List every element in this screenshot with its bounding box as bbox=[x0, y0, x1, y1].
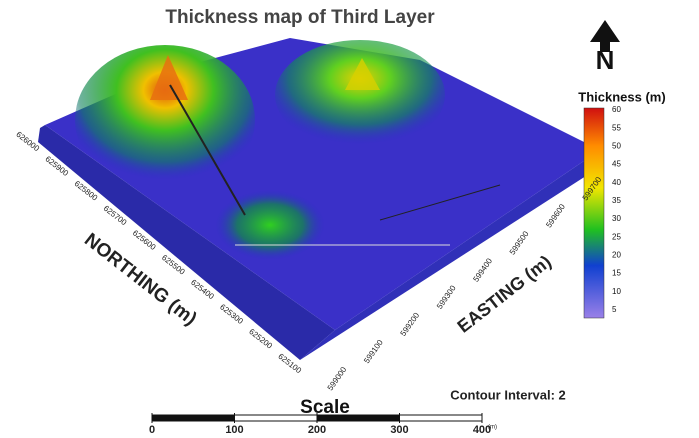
legend-tick: 35 bbox=[612, 196, 621, 205]
legend-tick: 45 bbox=[612, 160, 621, 169]
legend-tick: 20 bbox=[612, 251, 621, 260]
thickness-zone bbox=[215, 190, 325, 260]
title: Thickness map of Third Layer bbox=[165, 7, 435, 28]
scale-label: 100 bbox=[225, 424, 243, 436]
legend-tick: 55 bbox=[612, 123, 621, 132]
scale-segment bbox=[152, 415, 235, 421]
northing-tick: 626000 bbox=[14, 130, 41, 154]
easting-tick: 599600 bbox=[544, 202, 567, 229]
map: Thickness map of Third Layer N Thickness… bbox=[0, 0, 699, 438]
scale-label: 300 bbox=[390, 424, 408, 436]
easting-tick: 599100 bbox=[362, 338, 385, 365]
north-arrow: N bbox=[590, 20, 620, 75]
easting-tick: 599300 bbox=[435, 283, 458, 310]
legend-tick: 50 bbox=[612, 141, 621, 150]
scale-segment bbox=[235, 415, 318, 421]
easting-label: EASTING (m) bbox=[454, 251, 555, 336]
easting-tick: 599000 bbox=[326, 365, 349, 392]
scale-label: 0 bbox=[149, 424, 155, 436]
color-bar bbox=[584, 108, 604, 318]
scale-segment bbox=[400, 415, 483, 421]
easting-tick: 599500 bbox=[508, 229, 531, 256]
scale-segment bbox=[317, 415, 400, 421]
scale-unit: (m) bbox=[488, 425, 497, 431]
legend-tick: 60 bbox=[612, 105, 621, 114]
easting-tick: 599200 bbox=[399, 310, 422, 337]
thickness-peak bbox=[275, 40, 445, 150]
legend-tick: 5 bbox=[612, 305, 617, 314]
legend-tick: 30 bbox=[612, 214, 621, 223]
easting-tick: 599400 bbox=[471, 256, 494, 283]
scale-label: 200 bbox=[308, 424, 326, 436]
north-label: N bbox=[596, 45, 615, 75]
legend-tick: 10 bbox=[612, 287, 621, 296]
legend-tick: 40 bbox=[612, 178, 621, 187]
legend-tick: 15 bbox=[612, 269, 621, 278]
legend-title: Thickness (m) bbox=[578, 89, 665, 104]
contour-note: Contour Interval: 2 bbox=[450, 387, 566, 402]
legend-tick: 25 bbox=[612, 232, 621, 241]
